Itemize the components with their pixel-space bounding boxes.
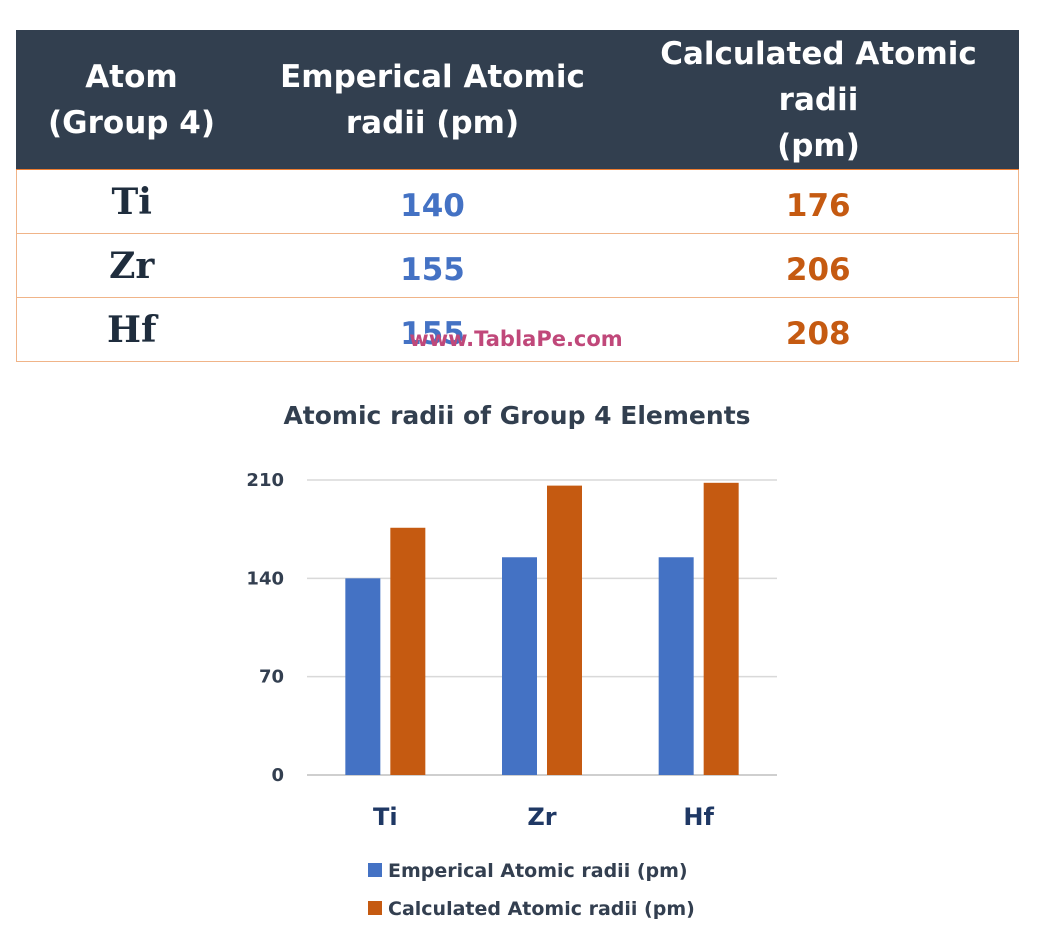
legend: Emperical Atomic radii (pm) Calculated At… <box>368 860 695 920</box>
header-calculated-line-2: (pm) <box>777 128 860 164</box>
legend-swatch <box>368 901 382 915</box>
bar-hf-series-1 <box>658 557 694 775</box>
header-empirical: Emperical Atomic radii (pm) <box>246 30 619 170</box>
header-empirical-line-2: radii (pm) <box>345 105 520 141</box>
header-atom-line-2: (Group 4) <box>48 105 215 141</box>
bars <box>345 482 739 775</box>
bar-zr-series-2 <box>547 485 582 775</box>
atom-cell: Ti <box>16 169 247 234</box>
empirical-cell: 155 <box>246 233 619 298</box>
y-tick-label: 140 <box>246 568 284 589</box>
header-atom: Atom (Group 4) <box>16 30 247 170</box>
watermark-text: www.TablaPe.com <box>409 327 623 351</box>
calculated-cell: 176 <box>618 169 1019 234</box>
atom-cell: Hf <box>16 297 247 362</box>
header-empirical-line-1: Emperical Atomic <box>280 59 585 95</box>
legend-label: Calculated Atomic radii (pm) <box>388 898 695 920</box>
empirical-cell: 155 <box>246 297 619 362</box>
table-row: Hf 155 208 <box>16 297 1019 362</box>
table-header-row: Atom (Group 4) Emperical Atomic radii (p… <box>16 30 1019 170</box>
x-axis-ticks: Ti Zr Hf <box>373 803 714 831</box>
calculated-cell: 206 <box>618 233 1019 298</box>
x-tick-label: Ti <box>373 803 398 831</box>
calculated-cell: 208 <box>618 297 1019 362</box>
x-tick-label: Zr <box>527 803 556 831</box>
y-tick-label: 210 <box>246 470 284 491</box>
y-tick-label: 70 <box>259 667 284 688</box>
legend-label: Emperical Atomic radii (pm) <box>388 860 688 882</box>
bar-hf-series-2 <box>703 482 739 775</box>
legend-swatch <box>368 863 382 877</box>
gridlines <box>307 479 777 776</box>
table-row: Zr 155 206 <box>16 233 1019 298</box>
x-tick-label: Hf <box>683 803 714 831</box>
header-atom-line-1: Atom <box>85 59 178 95</box>
chart-title: Atomic radii of Group 4 Elements <box>283 401 750 430</box>
bar-zr-series-1 <box>502 557 537 775</box>
y-tick-label: 0 <box>271 765 284 786</box>
bar-ti-series-1 <box>345 578 381 775</box>
header-calculated: Calculated Atomic radii (pm) <box>618 30 1019 170</box>
y-axis-ticks: 0 70 140 210 <box>246 470 284 786</box>
bar-ti-series-2 <box>390 527 426 775</box>
data-table: Atom (Group 4) Emperical Atomic radii (p… <box>16 30 1019 362</box>
header-calculated-line-1: Calculated Atomic radii <box>660 36 977 118</box>
